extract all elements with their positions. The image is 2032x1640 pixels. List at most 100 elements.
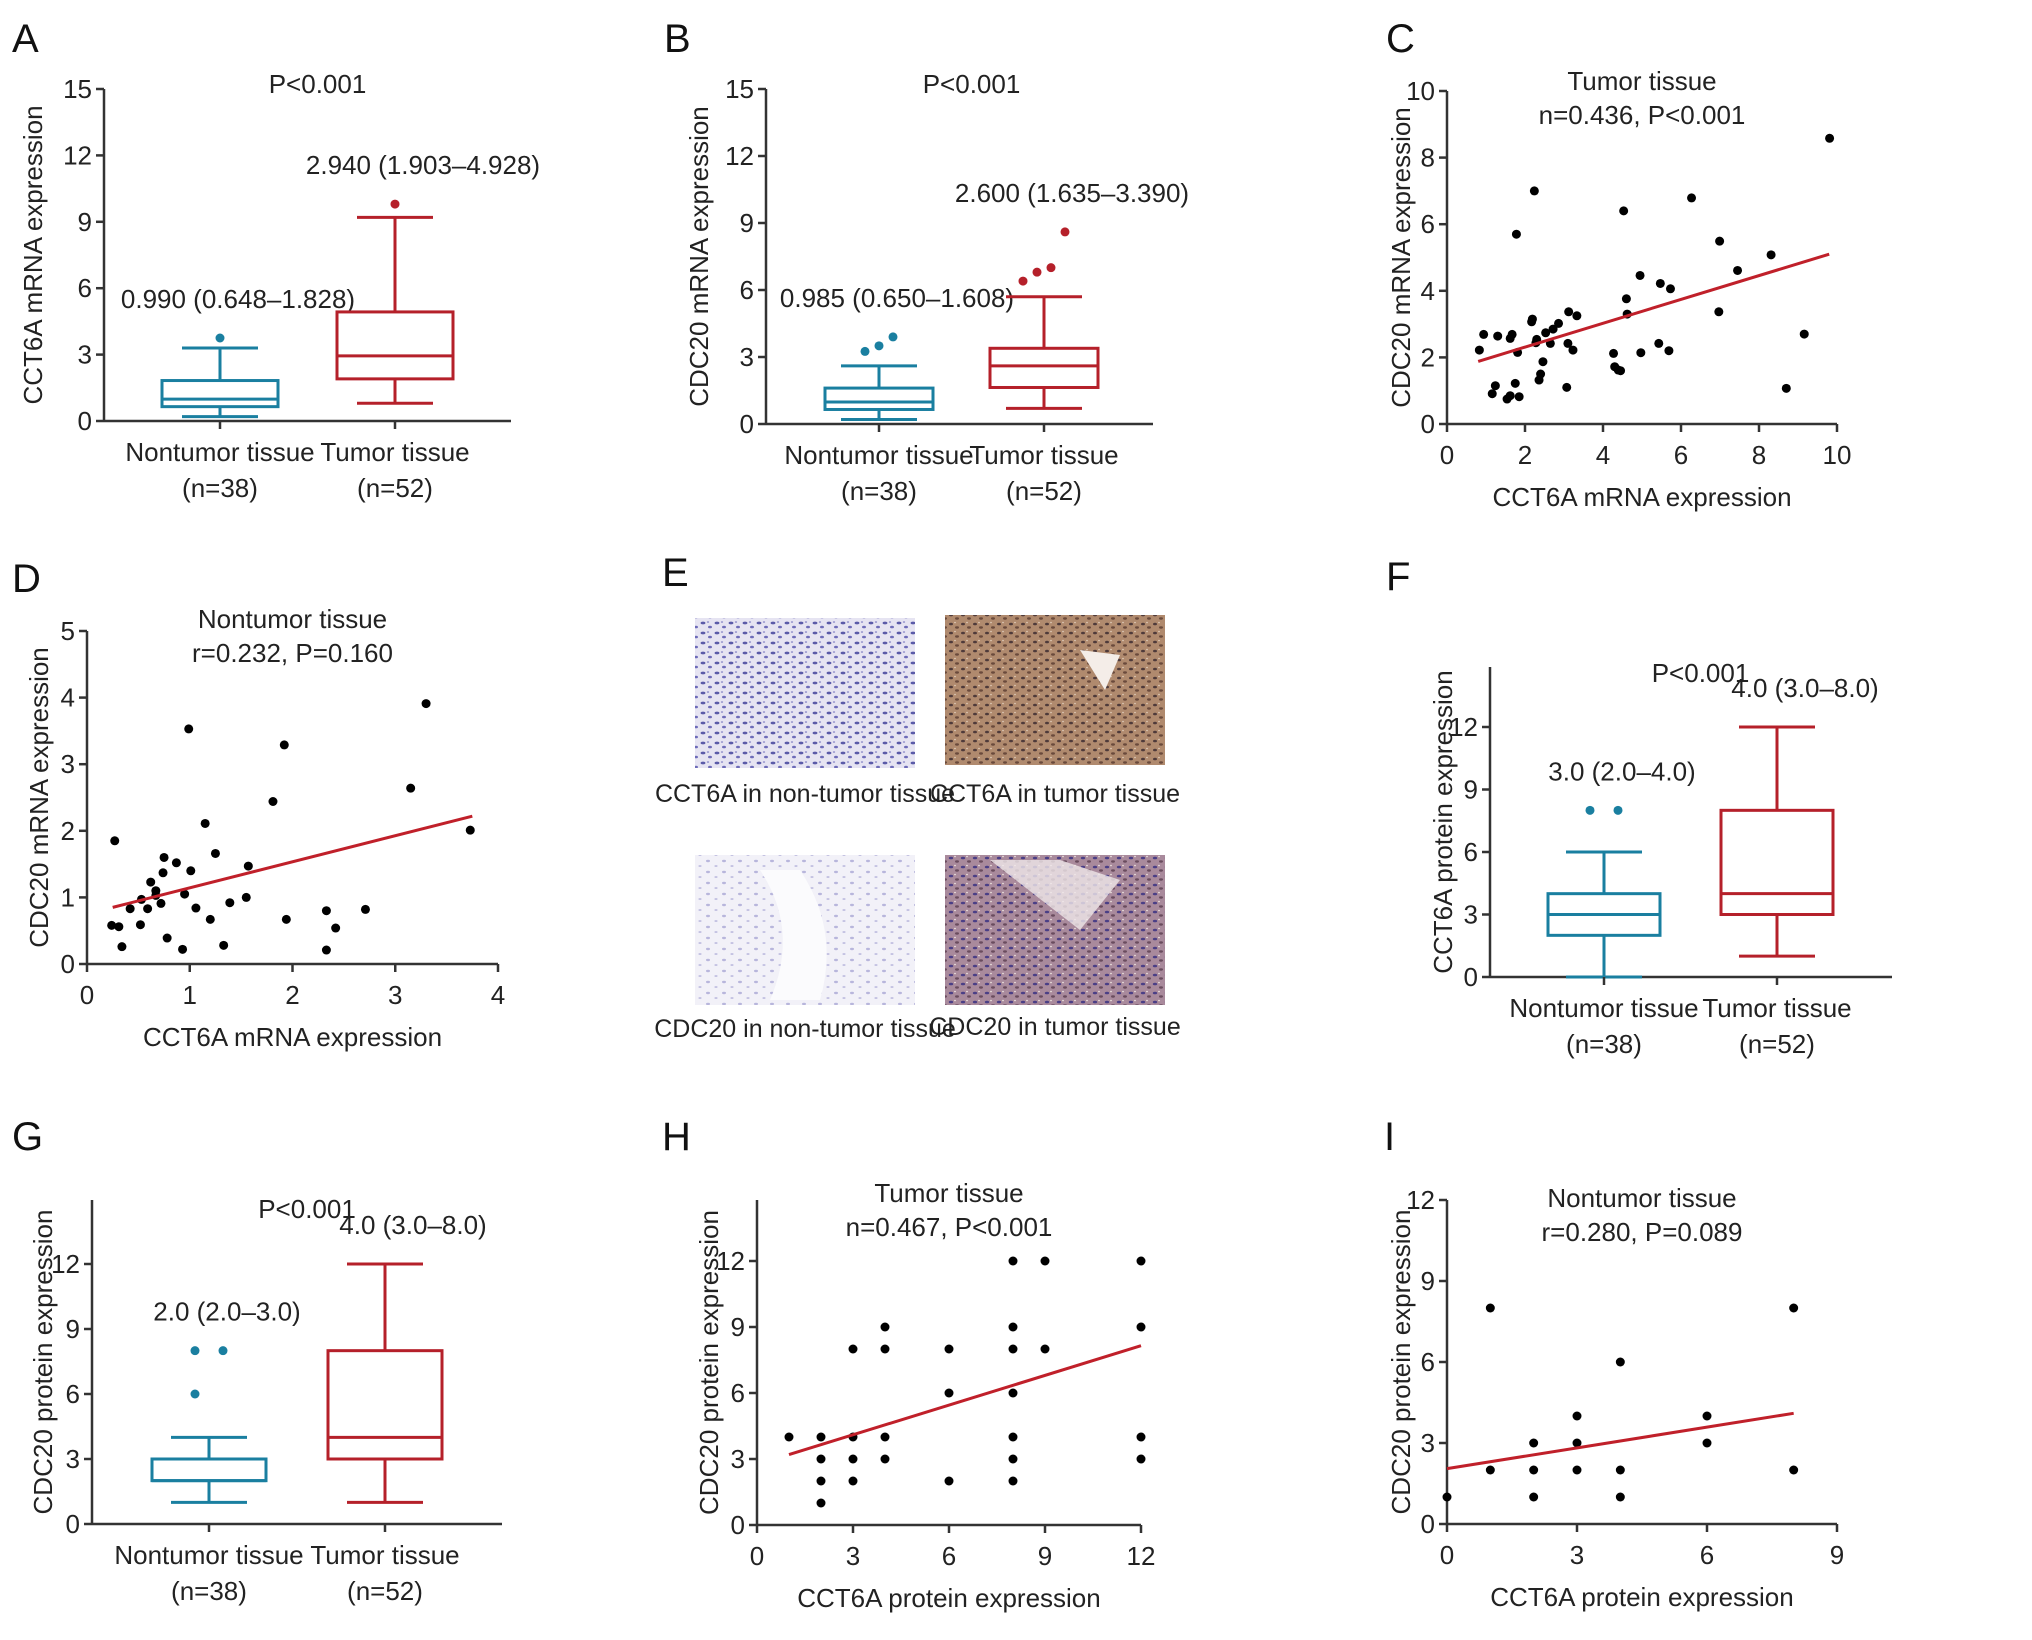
iqr-box [150, 1457, 268, 1483]
regression-line [112, 814, 473, 909]
data-point [1789, 1465, 1799, 1475]
box-tumor [1719, 725, 1835, 958]
ihc-lumen-space [990, 860, 1120, 930]
data-point [186, 866, 196, 876]
y-tick-label: 3 [740, 342, 754, 372]
data-point [1008, 1256, 1018, 1266]
data-point [1527, 314, 1537, 324]
category-label: Tumor tissue [1702, 993, 1851, 1023]
data-point [1008, 1432, 1018, 1442]
data-point [219, 940, 229, 950]
ihc-stroma-space [760, 870, 827, 1000]
data-point [1474, 345, 1484, 355]
data-point [1505, 391, 1515, 401]
data-point [1008, 1476, 1018, 1486]
x-tick-label: 9 [1830, 1540, 1844, 1570]
y-tick-label: 3 [61, 749, 75, 779]
category-n-label: (n=52) [347, 1576, 423, 1606]
category-n-label: (n=52) [357, 473, 433, 503]
y-tick-label: 15 [63, 74, 92, 104]
regression-line [788, 1344, 1142, 1457]
data-point [1702, 1438, 1712, 1448]
y-tick-label: 9 [1421, 1266, 1435, 1296]
data-point [1514, 392, 1524, 402]
data-point [210, 848, 220, 858]
data-point [1040, 1256, 1050, 1266]
data-point [816, 1498, 826, 1508]
data-point [184, 724, 194, 734]
data-point [243, 861, 253, 871]
data-point [1529, 1465, 1539, 1475]
ihc-lumen-space [1080, 650, 1120, 690]
y-tick-label: 2 [1421, 342, 1435, 372]
data-point [125, 904, 135, 914]
median-iqr-label: 4.0 (3.0–8.0) [339, 1210, 486, 1240]
x-tick-label: 3 [846, 1541, 860, 1571]
regression-line [1477, 252, 1830, 363]
chart-title: Nontumor tissue [1547, 1183, 1736, 1213]
x-tick-label: 9 [1038, 1541, 1052, 1571]
data-point [1511, 229, 1521, 239]
data-point [421, 699, 431, 709]
box-tumor [326, 1262, 444, 1504]
ihc-caption: CDC20 in tumor tissue [929, 1013, 1180, 1041]
category-label: Tumor tissue [969, 440, 1118, 470]
y-tick-label: 5 [61, 616, 75, 646]
y-tick-label: 12 [63, 140, 92, 170]
iqr-box [1719, 808, 1835, 916]
y-tick-label: 9 [1464, 775, 1478, 805]
category-label: Tumor tissue [320, 437, 469, 467]
data-point [816, 1476, 826, 1486]
data-point [1572, 1465, 1582, 1475]
median-iqr-label: 2.0 (2.0–3.0) [153, 1297, 300, 1327]
data-point [465, 825, 475, 835]
data-point [1665, 284, 1675, 294]
y-tick-label: 6 [731, 1378, 745, 1408]
panel-letter-d: D [12, 557, 41, 601]
median-iqr-label: 4.0 (3.0–8.0) [1731, 673, 1878, 703]
box-nontumor [150, 1435, 268, 1504]
data-point [1008, 1388, 1018, 1398]
x-axis-label: CCT6A mRNA expression [143, 1022, 442, 1052]
data-point [880, 1432, 890, 1442]
data-point [880, 1322, 890, 1332]
data-point [1635, 270, 1645, 280]
y-tick-label: 8 [1421, 143, 1435, 173]
outlier-point [190, 1389, 200, 1399]
x-tick-label: 6 [1674, 440, 1688, 470]
data-point [1529, 186, 1539, 196]
panel-letter-h: H [662, 1115, 691, 1159]
category-n-label: (n=52) [1739, 1029, 1815, 1059]
y-tick-label: 6 [66, 1379, 80, 1409]
x-tick-label: 8 [1752, 440, 1766, 470]
data-point [816, 1432, 826, 1442]
box-tumor [335, 215, 455, 405]
data-point [1529, 1438, 1539, 1448]
chart-title: Nontumor tissue [198, 604, 387, 634]
outlier-point [1046, 263, 1056, 273]
data-point [241, 892, 251, 902]
data-point [135, 920, 145, 930]
y-tick-label: 3 [731, 1444, 745, 1474]
data-point [1654, 338, 1664, 348]
y-tick-label: 2 [61, 816, 75, 846]
correlation-annotation: n=0.467, P<0.001 [846, 1212, 1053, 1242]
p-value-annotation: P<0.001 [269, 69, 367, 99]
x-tick-label: 2 [285, 980, 299, 1010]
x-tick-label: 6 [942, 1541, 956, 1571]
outlier-point [1585, 805, 1595, 815]
data-point [1136, 1454, 1146, 1464]
category-n-label: (n=52) [1006, 476, 1082, 506]
data-point [1485, 1465, 1495, 1475]
data-point [1615, 1465, 1625, 1475]
category-label: Nontumor tissue [784, 440, 973, 470]
data-point [1621, 294, 1631, 304]
y-tick-label: 10 [1406, 76, 1435, 106]
p-value-annotation: P<0.001 [1652, 658, 1750, 688]
data-point [225, 898, 235, 908]
data-point [1493, 331, 1503, 341]
data-point [1799, 329, 1809, 339]
